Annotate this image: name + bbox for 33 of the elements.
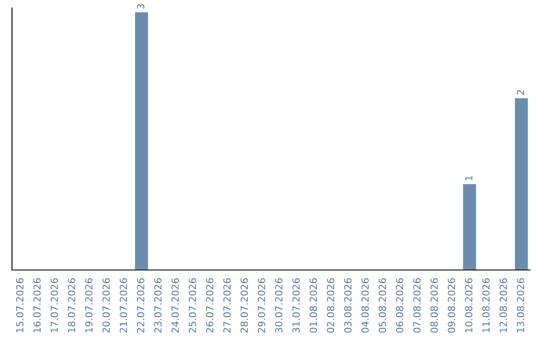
x-tick-label: 27.07.2026 bbox=[223, 278, 231, 333]
x-tick-label: 31.07.2026 bbox=[292, 278, 300, 333]
x-tick-label: 15.07.2026 bbox=[16, 278, 24, 332]
x-tick-label: 02.08.2026 bbox=[326, 278, 334, 333]
x-tick-label: 03.08.2026 bbox=[344, 278, 352, 333]
data-label: 1 bbox=[465, 176, 472, 180]
x-tick-label: 29.07.2026 bbox=[258, 278, 266, 333]
x-tick-label: 12.08.2026 bbox=[500, 278, 507, 332]
x-tick-label: 11.08.2026 bbox=[482, 278, 490, 332]
x-tick-label: 23.07.2026 bbox=[154, 278, 162, 333]
x-tick-label: 05.08.2026 bbox=[378, 278, 386, 333]
x-tick-label: 04.08.2026 bbox=[361, 278, 369, 333]
x-tick-label: 19.07.2026 bbox=[85, 278, 93, 332]
x-tick-label: 21.07.2026 bbox=[120, 278, 128, 333]
x-tick-label: 28.07.2026 bbox=[240, 278, 248, 333]
x-tick-label: 10.08.2026 bbox=[465, 278, 472, 332]
x-tick-label: 25.07.2026 bbox=[188, 278, 196, 333]
data-label: 3 bbox=[136, 4, 144, 9]
x-tick-label: 08.08.2026 bbox=[430, 278, 438, 333]
x-tick-label: 30.07.2026 bbox=[275, 278, 282, 333]
x-tick-label: 18.07.2026 bbox=[68, 278, 76, 332]
x-tick-label: 20.07.2026 bbox=[102, 278, 110, 333]
x-tick-label: 06.08.2026 bbox=[396, 278, 404, 333]
x-tick-label: 26.07.2026 bbox=[206, 278, 214, 333]
x-tick-label: 17.07.2026 bbox=[50, 278, 58, 332]
x-tick-label: 09.08.2026 bbox=[448, 278, 456, 333]
x-tick-label: 22.07.2026 bbox=[136, 278, 144, 333]
x-tick-label: 13.08.2026 bbox=[516, 278, 524, 332]
data-label: 2 bbox=[516, 90, 524, 95]
x-tick-label: 24.07.2026 bbox=[172, 278, 179, 333]
x-tick-label: 16.07.2026 bbox=[33, 278, 41, 332]
x-tick-label: 07.08.2026 bbox=[413, 278, 421, 333]
x-tick-label: 01.08.2026 bbox=[310, 278, 317, 333]
